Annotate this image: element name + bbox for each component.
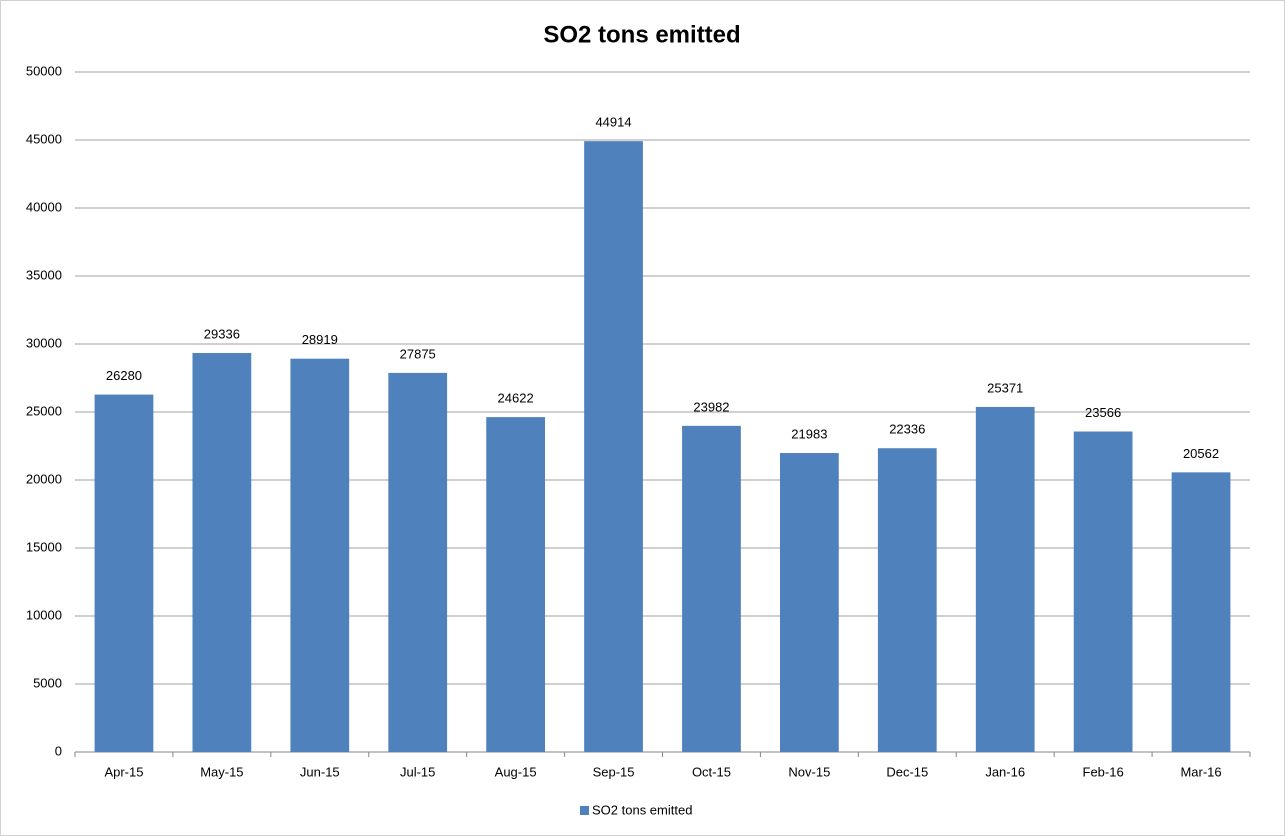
data-label: 26280 — [106, 368, 142, 383]
x-tick-label: Oct-15 — [692, 764, 731, 779]
data-label: 27875 — [400, 346, 436, 361]
y-tick-label: 25000 — [26, 403, 62, 418]
y-tick-label: 15000 — [26, 539, 62, 554]
data-label: 25371 — [987, 380, 1023, 395]
data-label: 44914 — [595, 115, 631, 130]
x-tick-label: Feb-16 — [1083, 764, 1124, 779]
x-tick-label: Mar-16 — [1180, 764, 1221, 779]
data-label: 24622 — [498, 391, 534, 406]
bar — [388, 372, 448, 752]
x-tick-label: May-15 — [200, 764, 243, 779]
bar — [682, 425, 741, 752]
data-label: 28919 — [302, 332, 338, 347]
data-label: 29336 — [204, 326, 240, 341]
data-label: 21983 — [791, 426, 827, 441]
x-tick-label: Nov-15 — [788, 764, 830, 779]
legend-swatch — [580, 806, 589, 815]
y-tick-label: 30000 — [26, 335, 62, 350]
bar — [975, 406, 1035, 752]
y-tick-label: 0 — [55, 743, 62, 758]
x-tick-label: Aug-15 — [495, 764, 537, 779]
y-tick-label: 35000 — [26, 267, 62, 282]
y-tick-label: 20000 — [26, 471, 62, 486]
x-tick-label: Sep-15 — [593, 764, 635, 779]
bar — [780, 453, 839, 752]
x-tick-label: Apr-15 — [104, 764, 143, 779]
y-tick-label: 5000 — [33, 675, 62, 690]
legend-label: SO2 tons emitted — [592, 802, 692, 817]
bar — [290, 358, 350, 752]
data-label: 23566 — [1085, 405, 1121, 420]
bar — [584, 141, 643, 752]
bar — [486, 417, 545, 752]
bar — [94, 394, 154, 752]
y-tick-label: 45000 — [26, 131, 62, 146]
bar — [877, 448, 937, 752]
x-tick-label: Dec-15 — [886, 764, 928, 779]
x-tick-label: Jul-15 — [400, 764, 435, 779]
y-tick-label: 50000 — [26, 63, 62, 78]
bar — [192, 353, 252, 752]
x-tick-label: Jun-15 — [300, 764, 340, 779]
bar — [1073, 431, 1133, 752]
bar — [1171, 472, 1231, 752]
chart-title: SO2 tons emitted — [543, 21, 740, 48]
y-tick-label: 40000 — [26, 199, 62, 214]
x-tick-label: Jan-16 — [985, 764, 1025, 779]
y-tick-label: 10000 — [26, 607, 62, 622]
data-label: 20562 — [1183, 446, 1219, 461]
data-label: 22336 — [889, 422, 925, 437]
data-label: 23982 — [693, 399, 729, 414]
